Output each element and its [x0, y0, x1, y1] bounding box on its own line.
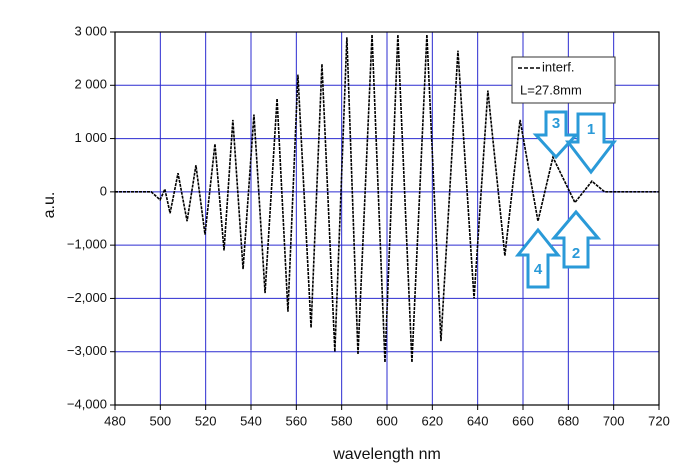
x-tick-label: 620: [421, 413, 443, 428]
y-tick-label: 2 000: [74, 77, 107, 92]
annotation: 2: [572, 245, 580, 262]
x-tick-label: 520: [195, 413, 217, 428]
x-tick-label: 600: [376, 413, 398, 428]
legend: interf. L=27.8mm: [511, 56, 616, 104]
y-tick-label: 3 000: [74, 23, 107, 38]
x-tick-label: 480: [104, 413, 126, 428]
annotations: 3 1 2 4: [514, 110, 618, 289]
legend-box: [511, 56, 616, 104]
data-line: [115, 34, 659, 363]
y-tick-label: −4,000: [67, 396, 107, 411]
y-tick-label: −1,000: [67, 237, 107, 252]
x-tick-label: 680: [557, 413, 579, 428]
legend-label: interf.: [542, 59, 575, 74]
arrow: [564, 112, 618, 175]
x-tick-label: 720: [648, 413, 670, 428]
x-tick-label: 700: [603, 413, 625, 428]
y-tick-label: −3,000: [67, 343, 107, 358]
plot-frame: [114, 31, 660, 406]
x-tick-label: 640: [467, 413, 489, 428]
x-tick-label: 580: [331, 413, 353, 428]
x-axis-label: wavelength nm: [332, 446, 441, 463]
x-tick-label: 660: [512, 413, 534, 428]
arrow: [514, 227, 562, 289]
annotation: 4: [534, 261, 543, 278]
y-tick-label: 0: [100, 183, 107, 198]
x-tick-label: 540: [240, 413, 262, 428]
arrow: [550, 209, 602, 269]
y-axis-label: a.u.: [41, 192, 58, 219]
y-tick-label: 1 000: [74, 130, 107, 145]
x-tick-label: 560: [285, 413, 307, 428]
legend-note: L=27.8mm: [520, 82, 582, 97]
y-tick-label: −2,000: [67, 290, 107, 305]
arrow: [532, 110, 580, 160]
annotation: 3: [552, 115, 560, 132]
annotation: 1: [587, 121, 595, 138]
x-tick-label: 500: [149, 413, 171, 428]
